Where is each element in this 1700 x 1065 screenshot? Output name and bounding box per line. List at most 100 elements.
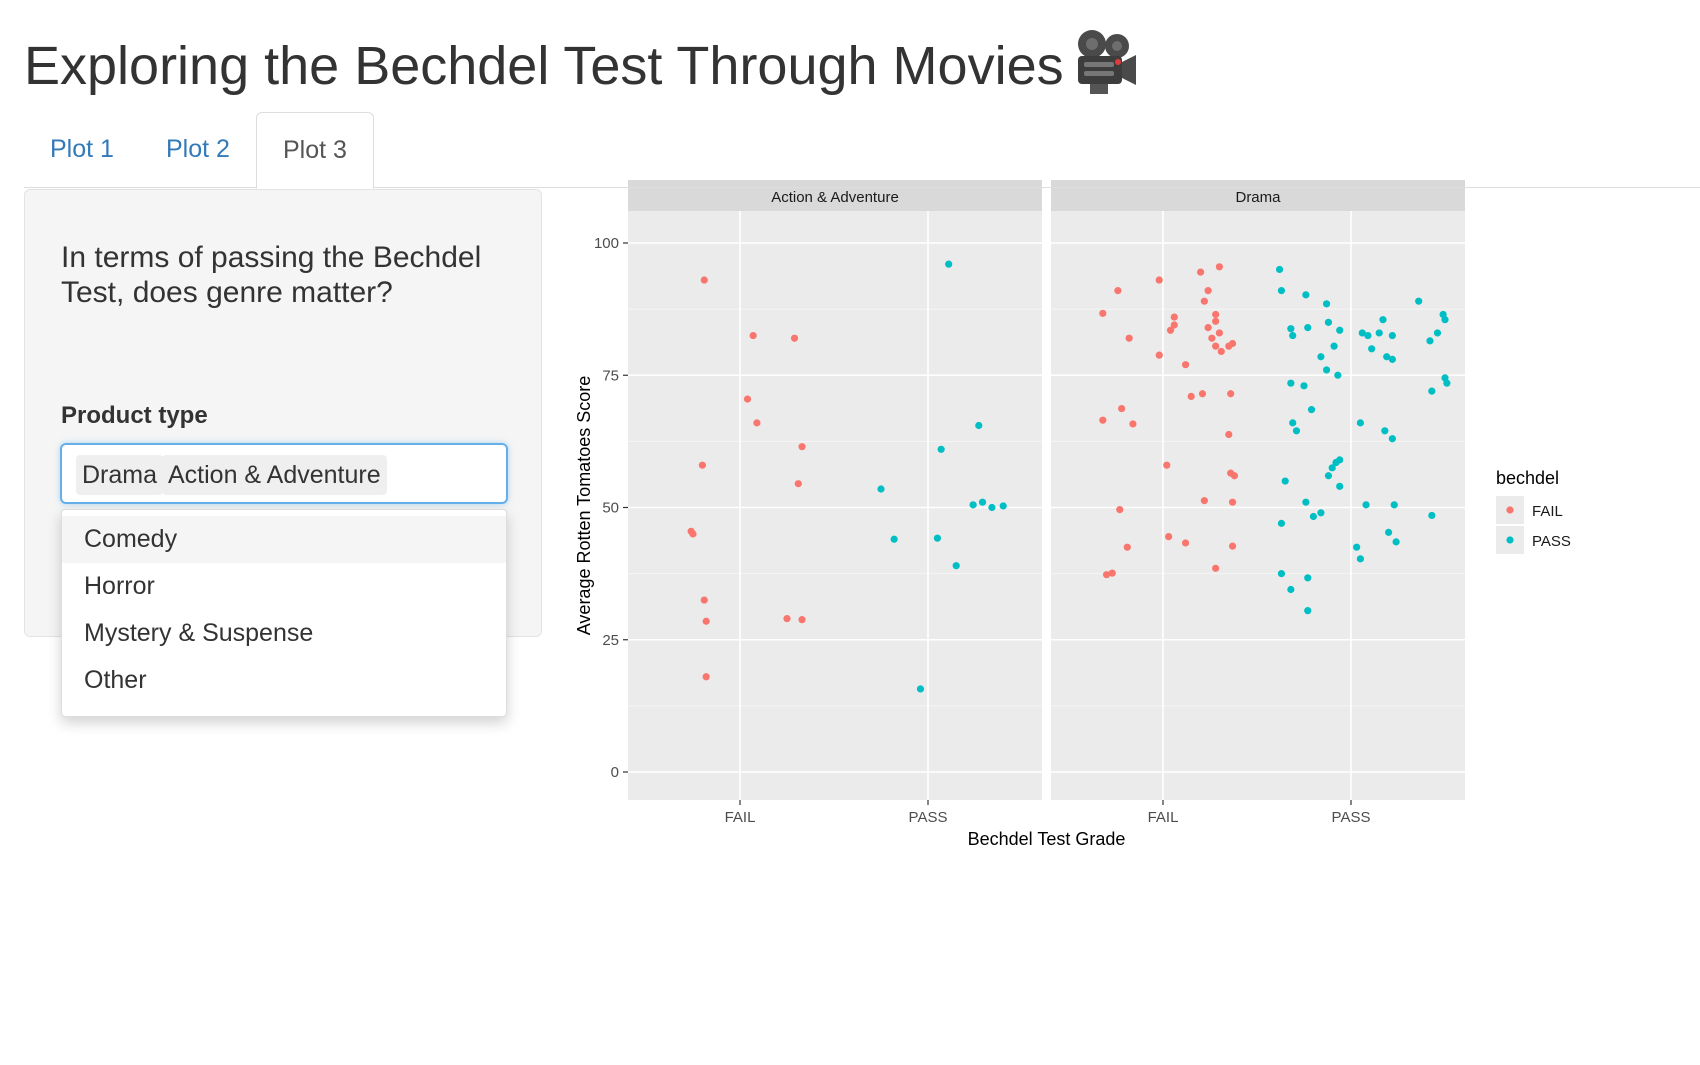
y-tick-label: 0 [611,764,619,781]
scatter-point-pass [1275,265,1284,274]
scatter-point-pass [1287,585,1295,594]
scatter-point-fail [1230,472,1239,480]
scatter-point-fail [1099,416,1107,424]
scatter-point-pass [1322,366,1331,374]
scatter-point-fail [1103,571,1111,579]
scatter-point-pass [1336,326,1344,334]
scatter-point-pass [1428,511,1436,520]
scatter-point-pass [1388,331,1396,340]
scatter-point-fail [1170,321,1178,329]
scatter-point-pass [999,502,1007,510]
scatter-point-pass [916,685,925,693]
scatter-point-pass [1317,353,1325,361]
option-mystery-suspense[interactable]: Mystery & Suspense [84,619,314,647]
scatter-point-fail [1212,564,1220,572]
scatter-point-fail [1215,329,1223,337]
legend-key-point [1506,536,1514,544]
tab-plot-3[interactable]: Plot 3 [256,112,374,189]
scatter-point-pass [1358,329,1366,337]
scatter-point-pass [1381,427,1389,435]
scatter-point-pass [1388,355,1396,363]
scatter-point-fail [753,419,761,427]
scatter-point-pass [1324,318,1333,326]
legend-label: FAIL [1532,503,1563,520]
legend-key-point [1506,506,1514,514]
tab-plot-2[interactable]: Plot 2 [166,135,230,163]
scatter-point-pass [1336,456,1344,464]
option-other[interactable]: Other [84,666,147,694]
scatter-point-pass [1379,316,1387,324]
scatter-point-fail [1228,498,1237,506]
selected-chip-action-adventure[interactable]: Action & Adventure [162,455,387,495]
scatter-point-fail [1212,310,1220,319]
scatter-point-pass [1281,477,1289,485]
scatter-point-fail [1108,569,1116,577]
scatter-point-fail [1129,420,1137,428]
scatter-point-fail [794,480,802,488]
scatter-point-fail [1181,361,1190,369]
y-tick-label: 25 [602,632,619,649]
scatter-point-pass [975,421,983,430]
scatter-point-pass [969,501,977,509]
scatter-point-pass [1328,464,1336,472]
scatter-point-pass [1304,324,1312,332]
scatter-point-fail [1208,334,1216,342]
scatter-point-pass [1277,570,1286,578]
scatter-point-fail [1212,317,1220,325]
scatter-point-pass [877,485,885,493]
product-type-select[interactable]: Drama Action & Adventure [60,443,508,504]
scatter-point-pass [1302,291,1310,299]
scatter-point-fail [1155,351,1163,359]
scatter-point-pass [1433,329,1442,337]
scatter-point-pass [1292,427,1301,435]
scatter-point-pass [1356,555,1364,563]
scatter-point-pass [1322,300,1331,308]
tab-plot-1[interactable]: Plot 1 [50,135,114,163]
movie-camera-icon [1072,26,1138,113]
scatter-point-pass [890,535,898,543]
scatter-point-fail [790,334,799,342]
scatter-point-pass [988,503,996,512]
scatter-point-pass [1277,287,1286,295]
facet-strip-label: Drama [1235,189,1281,206]
legend-label: PASS [1532,533,1571,550]
scatter-point-pass [1302,498,1310,506]
scatter-point-pass [952,562,960,570]
scatter-point-fail [698,461,707,469]
scatter-point-pass [1287,325,1295,333]
scatter-point-pass [1307,406,1316,414]
scatter-point-fail [1217,347,1225,356]
x-tick-label: PASS [1332,809,1371,826]
scatter-point-fail [1200,297,1208,305]
scatter-point-fail [1181,539,1190,547]
scatter-point-pass [1368,345,1376,353]
scatter-point-fail [1215,263,1223,271]
y-tick-label: 75 [602,367,619,384]
scatter-point-pass [1309,512,1317,521]
panel-background [1051,211,1465,800]
selected-chip-drama[interactable]: Drama [76,455,164,495]
option-horror[interactable]: Horror [84,572,155,600]
scatter-point-pass [1388,435,1396,443]
scatter-point-fail [743,395,752,403]
scatter-point-fail [700,276,708,284]
scatter-point-pass [1324,472,1333,480]
product-type-label: Product type [61,402,208,429]
option-comedy[interactable]: Comedy [62,516,506,563]
scatter-point-fail [798,616,806,624]
panel-background [628,211,1042,800]
scatter-point-pass [1304,574,1312,582]
scatter-point-fail [1227,390,1235,398]
scatter-point-pass [1336,482,1344,490]
legend-title: bechdel [1496,468,1559,488]
scatter-point-fail [1225,342,1233,350]
scatter-point-fail [1204,324,1212,332]
scatter-point-fail [1165,532,1173,541]
scatter-point-pass [933,534,942,542]
scatter-point-pass [1287,379,1295,387]
scatter-point-fail [1204,287,1212,295]
scatter-point-fail [1212,342,1220,350]
scatter-point-pass [937,445,945,453]
x-tick-label: FAIL [725,809,756,826]
